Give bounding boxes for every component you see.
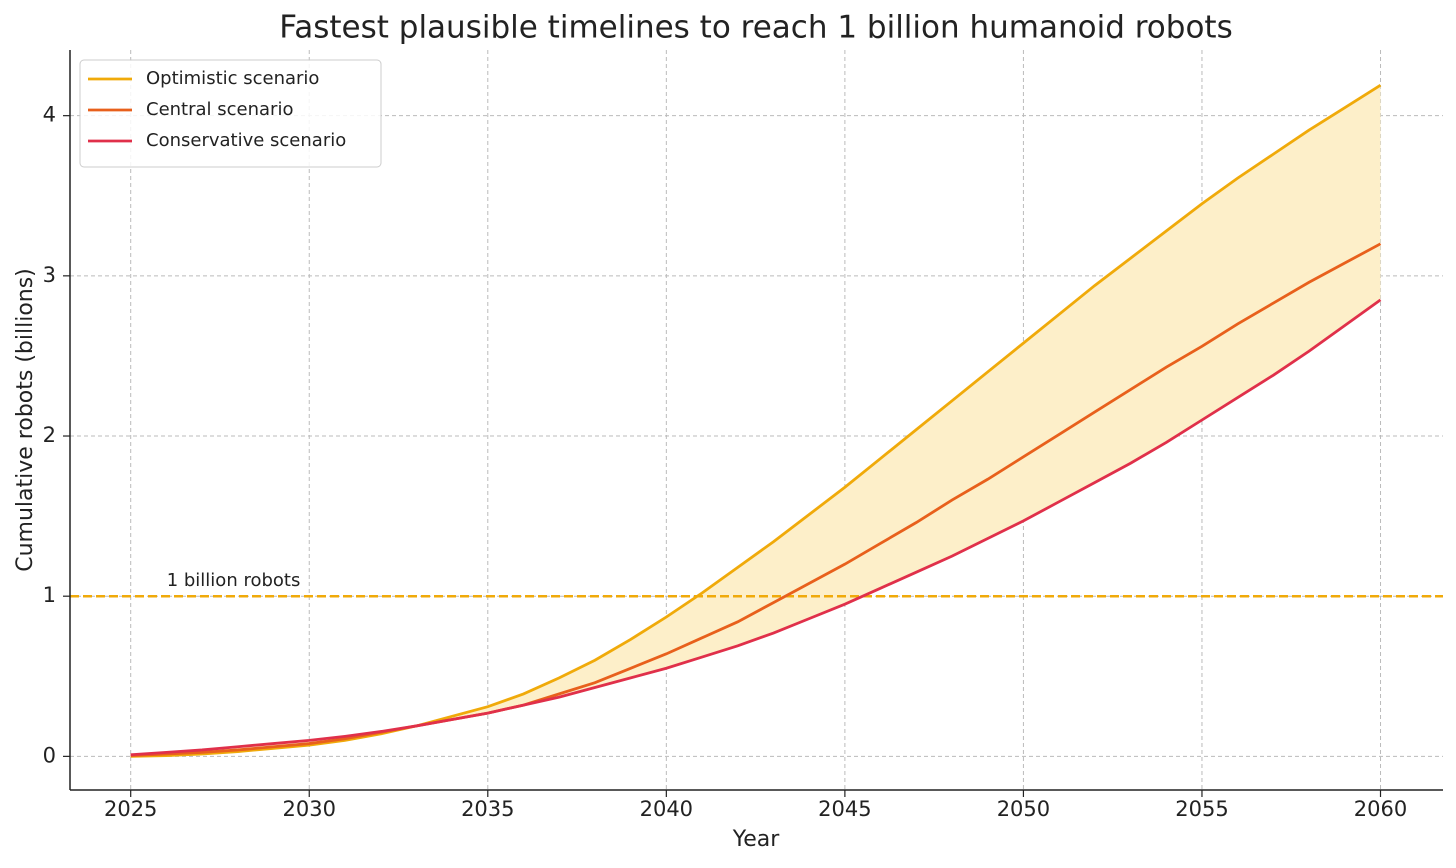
y-axis-label: Cumulative robots (billions) <box>13 268 38 572</box>
x-tick-label: 2050 <box>997 797 1050 821</box>
legend-box <box>79 59 382 168</box>
y-tick-label: 0 <box>43 743 56 767</box>
y-tick-label: 3 <box>43 263 56 287</box>
band <box>130 85 1381 757</box>
chart-title: Fastest plausible timelines to reach 1 b… <box>279 10 1232 46</box>
legend-label: Central scenario <box>146 99 293 120</box>
y-tick-label: 4 <box>43 103 56 127</box>
x-tick-label: 2040 <box>640 797 693 821</box>
x-tick-label: 2035 <box>461 797 514 821</box>
x-tick-label: 2060 <box>1354 797 1407 821</box>
y-tick-label: 1 <box>43 583 56 607</box>
series-line <box>130 84 1382 758</box>
series-line <box>130 298 1382 757</box>
series-line <box>130 242 1382 757</box>
legend-label: Conservative scenario <box>146 130 346 151</box>
x-tick-label: 2030 <box>283 797 336 821</box>
legend-label: Optimistic scenario <box>146 68 319 89</box>
x-tick-label: 2055 <box>1175 797 1228 821</box>
y-tick-label: 2 <box>43 423 56 447</box>
x-axis-label: Year <box>732 827 781 852</box>
x-tick-label: 2045 <box>818 797 871 821</box>
x-tick-label: 2025 <box>104 797 157 821</box>
threshold-label: 1 billion robots <box>167 570 301 591</box>
